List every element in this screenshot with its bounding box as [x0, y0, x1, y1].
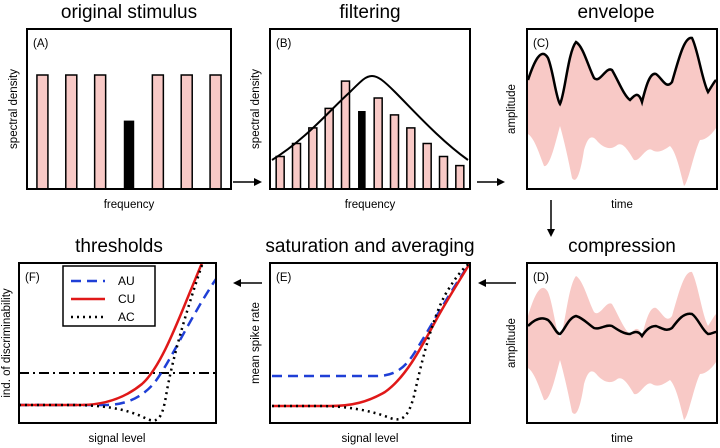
panel-b-bar [406, 127, 416, 190]
legend-au-label: AU [118, 274, 135, 288]
panel-a-title: original stimulus [61, 2, 197, 23]
panel-e-title: saturation and averaging [265, 236, 474, 257]
panel-b-bar [275, 155, 285, 190]
panel-e-label: (E) [276, 272, 292, 284]
panel-a-bars [36, 74, 222, 190]
panel-a-bar [151, 74, 165, 190]
panel-c-label: (C) [533, 38, 549, 50]
arrow-b-to-c [477, 178, 505, 186]
legend: AU CU AC [62, 265, 156, 327]
panel-b-bar [291, 142, 302, 190]
compressed-envelope-fill [528, 271, 716, 420]
panel-f-ylabel: ind. of discriminability [1, 288, 13, 398]
panel-e: saturation and averaging (E) signal leve… [250, 236, 475, 445]
panel-f: thresholds AU CU AC (F) signal level ind… [1, 236, 218, 445]
arrow-a-to-b [233, 178, 262, 186]
panel-d: compression (D) time amplitude [506, 236, 718, 445]
panel-f-title: thresholds [75, 236, 163, 257]
panel-f-xlabel: signal level [89, 433, 146, 445]
panel-c-title: envelope [577, 2, 654, 23]
panel-b-bar [324, 107, 334, 190]
panel-b-bar [389, 114, 400, 190]
panel-d-xlabel: time [611, 433, 633, 445]
panel-b-bar [373, 97, 383, 190]
panel-a-bar [36, 74, 49, 190]
panel-d-label: (D) [533, 272, 549, 284]
panel-a-label: (A) [33, 38, 49, 50]
panel-e-xlabel: signal level [342, 433, 399, 445]
panel-b-signal-bar [358, 111, 366, 189]
panel-b: filtering (B) frequency spectral density [250, 2, 471, 211]
envelope-curve [526, 36, 717, 107]
arrow-e-to-f [233, 279, 262, 287]
envelope-fill [528, 37, 716, 187]
arrow-c-to-d [547, 200, 555, 237]
panel-b-bar [455, 164, 465, 190]
panel-a: original stimulus (A) frequency spectral… [8, 2, 232, 211]
panel-b-ylabel: spectral density [250, 69, 262, 149]
panel-d-title: compression [568, 236, 676, 257]
panel-c-frame [526, 28, 718, 190]
panel-a-bar [93, 74, 107, 190]
compressed-envelope-curve [527, 312, 717, 339]
panel-b-bar [308, 127, 318, 190]
panel-f-label: (F) [25, 272, 40, 284]
panel-d-ylabel: amplitude [506, 318, 518, 368]
panel-a-ylabel: spectral density [8, 69, 20, 149]
panel-b-frame [269, 28, 471, 190]
legend-cu-label: CU [118, 292, 135, 306]
curve-e-ac [272, 261, 471, 421]
panel-a-bar [180, 74, 193, 190]
panel-c-ylabel: amplitude [506, 84, 518, 134]
curve-f-au [19, 278, 218, 407]
curve-f-ac [19, 264, 204, 422]
panel-a-xlabel: frequency [104, 199, 155, 211]
panel-b-bar [422, 142, 432, 190]
panel-b-label: (B) [276, 38, 292, 50]
panel-e-ylabel: mean spike rate [250, 302, 262, 384]
panel-a-signal-bar [123, 120, 135, 189]
filter-curve [271, 74, 469, 161]
panel-a-bar [65, 74, 78, 190]
curve-e-cu [272, 262, 472, 408]
panel-b-xlabel: frequency [345, 199, 396, 211]
panel-c-xlabel: time [611, 199, 633, 211]
panel-b-title: filtering [339, 2, 400, 23]
panel-d-frame [526, 262, 718, 424]
panel-f-frame [18, 262, 217, 424]
panel-e-frame [269, 262, 471, 424]
panel-a-bar [209, 74, 222, 190]
curve-e-au [272, 262, 472, 378]
legend-ac-label: AC [118, 310, 135, 324]
arrow-d-to-e [478, 279, 516, 287]
panel-b-bar [438, 155, 449, 190]
panel-a-frame [26, 28, 232, 190]
curve-f-cu [19, 262, 204, 407]
panel-c: envelope (C) time amplitude [506, 2, 718, 211]
